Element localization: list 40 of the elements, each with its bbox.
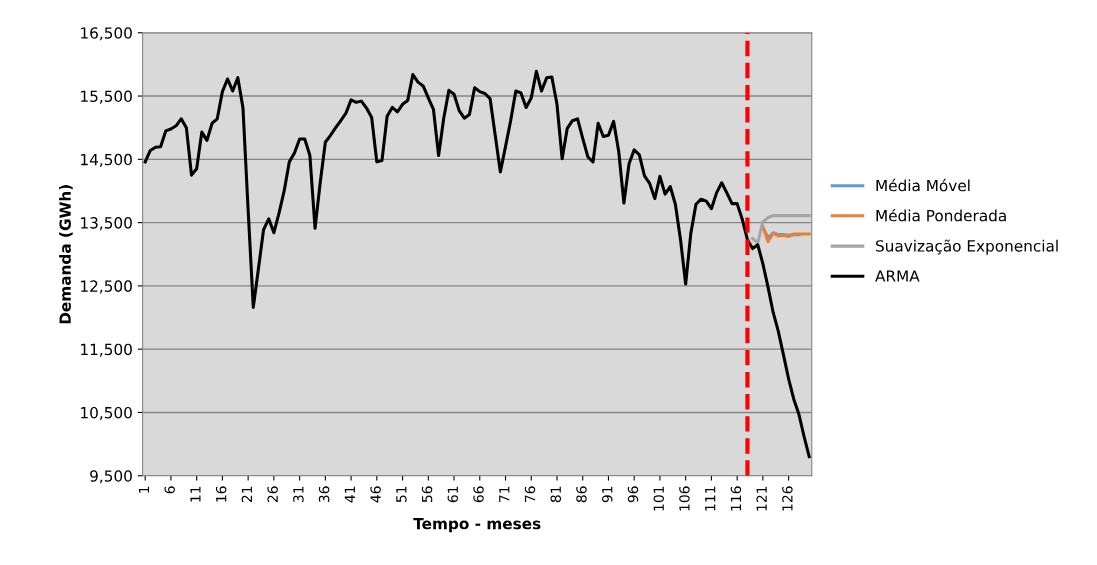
x-tick-label: 21 xyxy=(241,486,252,503)
x-axis-title: Tempo - meses xyxy=(413,517,541,533)
legend-label: Suavização Exponencial xyxy=(876,239,1058,255)
x-tick-label: 26 xyxy=(267,486,278,503)
x-tick-label: 91 xyxy=(601,486,613,503)
x-tick-label: 6 xyxy=(164,486,175,494)
y-tick-label: 13,500 xyxy=(81,217,132,231)
y-tick-label: 14,500 xyxy=(81,153,132,167)
x-tick-label: 111 xyxy=(705,486,716,511)
x-tick-label: 96 xyxy=(627,486,639,503)
y-tick-label: 16,500 xyxy=(81,27,132,41)
x-tick-label: 36 xyxy=(318,486,330,503)
x-tick-label: 126 xyxy=(782,486,793,511)
y-tick-label: 10,500 xyxy=(81,406,132,421)
x-tick-label: 106 xyxy=(679,486,690,511)
y-tick-label: 11,500 xyxy=(81,343,132,357)
y-tick-label: 12,500 xyxy=(81,280,132,294)
x-tick-label: 86 xyxy=(576,486,587,503)
legend-label: Média Ponderada xyxy=(876,208,1006,222)
legend-label: Média Móvel xyxy=(876,178,970,192)
x-tick-label: 16 xyxy=(215,486,227,502)
x-tick-label: 56 xyxy=(421,486,433,503)
x-tick-label: 51 xyxy=(396,486,407,503)
y-tick-label: 9,500 xyxy=(90,470,132,484)
x-tick-label: 101 xyxy=(653,486,664,511)
x-tick-label: 31 xyxy=(293,486,304,503)
x-tick-label: 11 xyxy=(190,486,201,502)
x-tick-label: 71 xyxy=(499,486,510,502)
legend-label: ARMA xyxy=(875,270,920,282)
x-tick-label: 61 xyxy=(447,486,459,503)
x-tick-label: 81 xyxy=(550,486,562,503)
x-tick-label: 41 xyxy=(344,486,355,503)
y-axis-title: Demanda (GWh) xyxy=(59,185,73,324)
x-tick-label: 121 xyxy=(756,486,767,511)
x-tick-label: 1 xyxy=(138,486,150,493)
x-tick-label: 66 xyxy=(473,486,484,503)
x-tick-label: 76 xyxy=(524,486,536,502)
y-tick-label: 15,500 xyxy=(81,90,132,104)
x-tick-label: 46 xyxy=(370,486,381,503)
x-tick-label: 116 xyxy=(730,486,742,511)
